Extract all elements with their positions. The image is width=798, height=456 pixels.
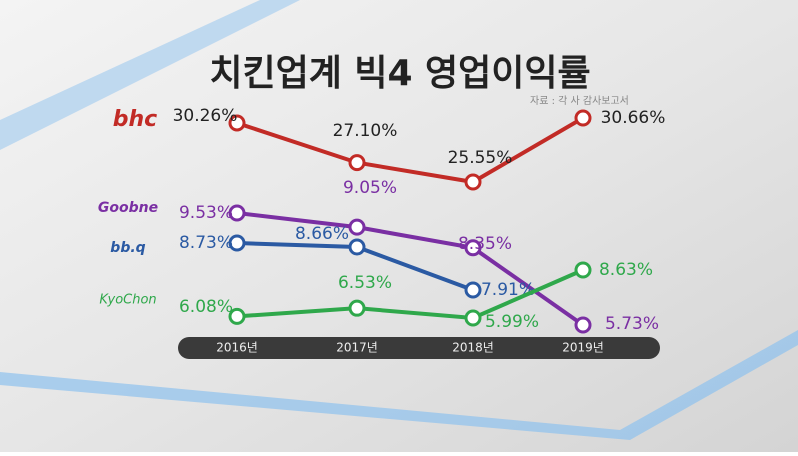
x-tick-label: 2019년 <box>562 341 604 355</box>
data-label: 30.26% <box>173 106 238 126</box>
series-line <box>236 116 585 185</box>
x-axis-bar <box>178 337 660 359</box>
data-point <box>574 316 592 334</box>
data-point <box>228 204 246 222</box>
data-label: 25.55% <box>448 148 513 168</box>
data-point <box>228 234 246 252</box>
data-label: 8.63% <box>599 260 653 280</box>
data-point <box>348 218 366 236</box>
source-note: 자료 : 각 사 감사보고서 <box>530 95 629 107</box>
data-label: 8.73% <box>179 233 233 253</box>
legend-label: bb.q <box>110 240 145 256</box>
data-point <box>464 281 482 299</box>
data-point <box>348 238 366 256</box>
data-label: 8.66% <box>295 224 349 244</box>
decor-streak <box>0 330 798 440</box>
data-label: 6.53% <box>338 273 392 293</box>
data-point <box>348 299 366 317</box>
data-point <box>464 239 482 257</box>
data-label: 5.99% <box>485 312 539 332</box>
data-label: 9.53% <box>179 203 233 223</box>
data-point <box>574 109 592 127</box>
data-label: 7.91% <box>481 280 535 300</box>
data-label: 6.08% <box>179 297 233 317</box>
decor-streak <box>0 0 300 150</box>
data-point <box>464 173 482 191</box>
x-tick-label: 2016년 <box>216 341 258 355</box>
data-label: 9.05% <box>343 178 397 198</box>
chart-title: 치킨업계 빅4 영업이익률 <box>209 53 590 94</box>
series-line <box>236 211 585 327</box>
data-point <box>228 114 246 132</box>
x-tick-label: 2018년 <box>452 341 494 355</box>
data-point <box>348 154 366 172</box>
data-label: 8.35% <box>458 234 512 254</box>
data-point <box>464 309 482 327</box>
data-label: 5.73% <box>605 314 659 334</box>
series-line <box>236 268 584 321</box>
data-label: 30.66% <box>601 108 666 128</box>
legend-label: Goobne <box>98 200 158 216</box>
x-tick-label: 2017년 <box>336 341 378 355</box>
data-point <box>228 307 246 325</box>
data-point <box>574 261 592 279</box>
data-label: 27.10% <box>333 121 398 141</box>
legend-label: KyoChon <box>99 293 156 308</box>
legend-label: bhc <box>113 107 157 132</box>
